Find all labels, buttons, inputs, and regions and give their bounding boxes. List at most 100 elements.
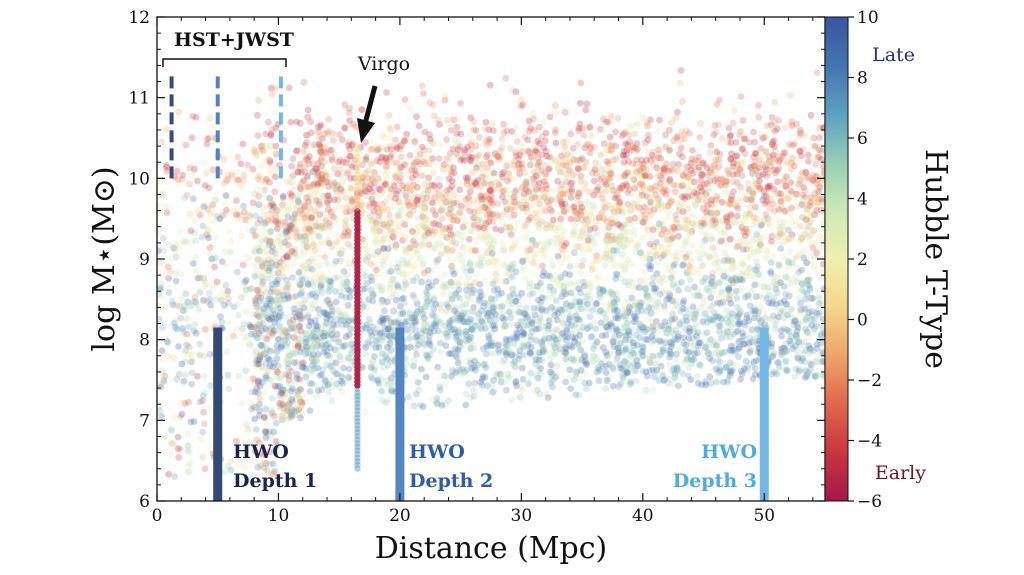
data-point	[647, 265, 654, 273]
data-point	[396, 302, 404, 310]
data-point	[487, 159, 495, 167]
data-point	[376, 191, 384, 199]
data-point	[540, 144, 548, 152]
data-point	[330, 179, 338, 187]
data-point	[803, 313, 811, 321]
data-point	[476, 281, 484, 288]
data-point	[246, 444, 254, 452]
data-point	[296, 275, 303, 283]
data-point	[603, 377, 611, 385]
data-point	[369, 224, 377, 231]
data-point	[611, 302, 619, 310]
data-point	[485, 126, 493, 133]
data-point	[813, 69, 821, 76]
data-point	[703, 329, 711, 337]
data-point	[482, 180, 490, 187]
data-point	[599, 203, 607, 211]
data-point	[271, 444, 279, 452]
data-point	[546, 113, 554, 121]
data-point	[227, 237, 235, 245]
data-point	[289, 155, 297, 163]
data-point	[304, 365, 312, 373]
data-point	[546, 283, 554, 290]
data-point	[811, 266, 819, 273]
data-point	[463, 281, 470, 289]
data-point	[709, 156, 717, 164]
data-point	[552, 307, 559, 315]
data-point	[323, 129, 331, 137]
data-point	[353, 123, 360, 131]
data-point	[411, 266, 419, 273]
data-point	[320, 348, 328, 356]
data-point	[762, 148, 770, 156]
data-point	[267, 356, 274, 363]
data-point	[572, 298, 580, 306]
data-point	[632, 243, 640, 251]
data-point	[184, 442, 192, 449]
data-point	[665, 126, 673, 134]
data-point	[448, 279, 455, 287]
data-point	[743, 366, 751, 374]
data-point	[222, 192, 230, 199]
data-point	[345, 365, 353, 373]
data-point	[741, 150, 749, 157]
data-point	[722, 217, 730, 225]
data-point	[334, 349, 342, 357]
data-point	[296, 323, 303, 331]
data-point	[624, 297, 632, 305]
data-point	[652, 360, 659, 368]
data-point	[643, 292, 651, 300]
data-point	[728, 342, 735, 350]
data-point	[347, 192, 354, 200]
data-point	[605, 118, 613, 126]
data-point	[556, 196, 564, 204]
data-point	[394, 187, 401, 195]
data-point	[501, 356, 508, 364]
data-point	[527, 214, 534, 222]
data-point	[541, 207, 549, 215]
data-point	[348, 376, 355, 383]
data-point	[297, 398, 304, 406]
data-point	[258, 142, 266, 150]
data-point	[379, 333, 387, 341]
data-point	[779, 223, 787, 231]
data-point	[420, 340, 428, 348]
data-point	[444, 244, 451, 252]
data-point	[399, 271, 407, 278]
data-point	[762, 160, 770, 167]
data-point	[229, 170, 237, 178]
data-point	[328, 156, 336, 164]
data-point	[525, 117, 533, 125]
data-point	[326, 278, 333, 285]
data-point	[549, 328, 556, 335]
data-point	[197, 435, 205, 443]
data-point	[530, 168, 538, 176]
data-point	[518, 289, 526, 297]
data-point	[317, 179, 325, 186]
data-point	[285, 380, 293, 388]
data-point	[463, 204, 471, 212]
data-point	[609, 338, 617, 346]
data-point	[769, 312, 777, 320]
data-point	[337, 292, 345, 300]
data-point	[254, 219, 262, 227]
data-point	[344, 318, 352, 326]
data-point	[267, 142, 274, 150]
data-point	[608, 195, 616, 203]
data-point	[617, 380, 625, 388]
data-point	[733, 294, 741, 302]
data-point	[671, 380, 678, 388]
data-point	[557, 215, 565, 223]
data-point	[298, 401, 306, 409]
data-point	[805, 342, 813, 349]
data-point	[185, 468, 192, 476]
data-point	[741, 321, 749, 329]
data-point	[441, 322, 449, 330]
data-point	[334, 182, 342, 190]
data-point	[310, 359, 318, 366]
data-point	[365, 316, 373, 323]
data-point	[803, 304, 810, 312]
data-point	[436, 383, 443, 391]
data-point	[550, 287, 558, 294]
data-point	[733, 179, 741, 187]
